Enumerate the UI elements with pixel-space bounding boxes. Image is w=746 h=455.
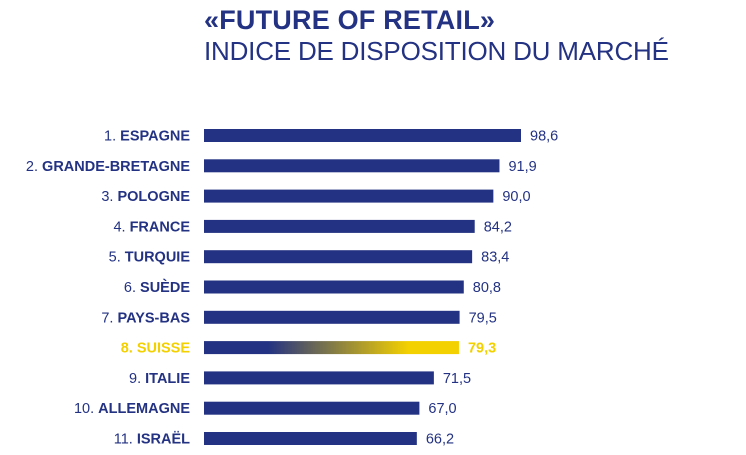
category-name: FRANCE <box>130 219 191 235</box>
category-name: ALLEMAGNE <box>98 401 190 417</box>
category-label: 8. SUISSE <box>121 341 191 357</box>
chart-subtitle: INDICE DE DISPOSITION DU MARCHÉ <box>204 36 669 66</box>
bar <box>204 432 417 445</box>
category-name: ISRAËL <box>137 431 190 448</box>
category-rank: 2. <box>26 159 42 175</box>
value-label: 67,0 <box>428 401 456 417</box>
bar <box>204 280 464 294</box>
category-name: GRANDE-BRETAGNE <box>42 159 190 175</box>
category-label: 3. POLOGNE <box>101 189 190 205</box>
bar <box>204 219 475 233</box>
category-label: 4. FRANCE <box>113 219 190 235</box>
category-rank: 11. <box>114 432 137 448</box>
category-rank: 9. <box>129 371 145 387</box>
category-rank: 5. <box>109 250 125 266</box>
category-name: ESPAGNE <box>120 129 190 145</box>
chart-title: «FUTURE OF RETAIL» <box>204 5 496 35</box>
bar-highlight <box>204 341 459 355</box>
value-label: 79,3 <box>468 341 496 357</box>
category-rank: 1. <box>104 129 120 145</box>
value-label: 80,8 <box>473 280 501 296</box>
bar <box>204 371 434 385</box>
bar <box>204 189 494 203</box>
category-label: 10. ALLEMAGNE <box>74 401 190 417</box>
category-label: 11. ISRAËL <box>114 431 190 448</box>
bar <box>204 159 500 173</box>
category-label: 6. SUÈDE <box>124 279 190 296</box>
category-name: PAYS-BAS <box>117 310 190 326</box>
value-label: 71,5 <box>443 371 471 387</box>
bar <box>204 310 460 324</box>
bar <box>204 250 473 264</box>
category-rank: 10. <box>74 401 98 417</box>
bar <box>204 401 420 415</box>
category-label: 9. ITALIE <box>129 371 190 387</box>
value-label: 83,4 <box>481 250 509 266</box>
category-label: 7. PAYS-BAS <box>101 310 190 326</box>
category-rank: 3. <box>101 189 117 205</box>
category-name: TURQUIE <box>125 250 191 266</box>
category-name: POLOGNE <box>117 189 190 205</box>
category-name: ITALIE <box>145 371 190 387</box>
value-label: 66,2 <box>426 432 454 448</box>
value-label: 91,9 <box>508 159 536 175</box>
category-label: 5. TURQUIE <box>109 250 191 266</box>
value-label: 79,5 <box>469 310 497 326</box>
category-rank: 6. <box>124 280 140 296</box>
value-label: 98,6 <box>530 129 558 145</box>
category-rank: 7. <box>101 310 117 326</box>
category-rank: 4. <box>113 219 129 235</box>
category-name: SUÈDE <box>140 279 190 296</box>
title-block: «FUTURE OF RETAIL» INDICE DE DISPOSITION… <box>204 4 744 66</box>
category-name: SUISSE <box>137 341 191 357</box>
category-label: 1. ESPAGNE <box>104 129 190 145</box>
category-label: 2. GRANDE-BRETAGNE <box>26 159 190 175</box>
category-rank: 8. <box>121 341 137 357</box>
bar <box>204 129 521 142</box>
value-label: 84,2 <box>484 219 512 235</box>
value-label: 90,0 <box>502 189 530 205</box>
